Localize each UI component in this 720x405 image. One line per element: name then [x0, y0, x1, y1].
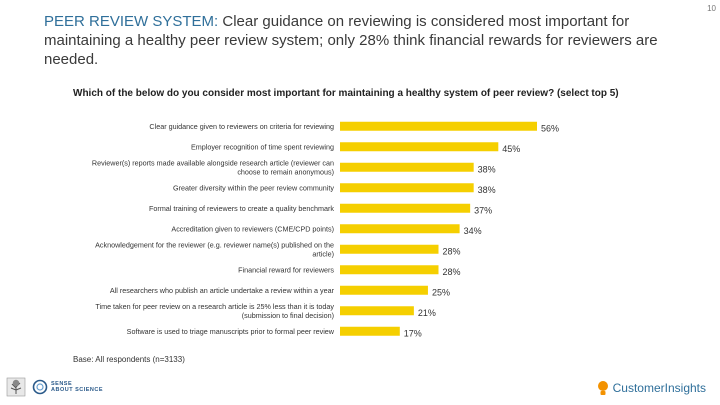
- category-label: Accreditation given to reviewers (CME/CP…: [171, 224, 334, 233]
- category-label: Employer recognition of time spent revie…: [191, 142, 334, 151]
- value-label: 28%: [443, 267, 461, 277]
- value-label: 28%: [443, 246, 461, 256]
- value-label: 17%: [404, 328, 422, 338]
- sense-circle-icon: [32, 379, 48, 395]
- category-label: Clear guidance given to reviewers on cri…: [149, 122, 334, 131]
- bar: [340, 244, 439, 254]
- category-label: Formal training of reviewers to create a…: [149, 204, 334, 213]
- sense-logo-line-1: SENSE: [51, 381, 73, 387]
- customer-insights-logo: CustomerInsights: [596, 380, 706, 396]
- category-label: Software is used to triage manuscripts p…: [127, 327, 335, 336]
- category-label: All researchers who publish an article u…: [110, 286, 335, 295]
- value-label: 56%: [541, 123, 559, 133]
- bar: [340, 265, 439, 275]
- elsevier-tree-icon: [6, 377, 26, 397]
- value-label: 21%: [418, 308, 436, 318]
- value-label: 45%: [502, 144, 520, 154]
- sense-logo-line-2: ABOUT SCIENCE: [51, 387, 104, 393]
- page-number: 10: [707, 4, 716, 13]
- bar: [340, 121, 537, 131]
- value-label: 38%: [478, 164, 496, 174]
- bar: [340, 162, 474, 172]
- category-label: Time taken for peer review on a research…: [95, 302, 334, 320]
- bar: [340, 326, 400, 336]
- headline-text: Clear guidance on reviewing is considere…: [44, 13, 658, 68]
- bar: [340, 306, 414, 316]
- headline-lead: PEER REVIEW SYSTEM:: [44, 13, 219, 30]
- category-label: Reviewer(s) reports made available along…: [92, 158, 334, 176]
- headline: PEER REVIEW SYSTEM: Clear guidance on re…: [44, 12, 684, 69]
- category-label: Acknowledgement for the reviewer (e.g. r…: [95, 240, 334, 258]
- publisher-logos: SENSE ABOUT SCIENCE: [6, 377, 103, 397]
- category-label: Greater diversity within the peer review…: [173, 183, 334, 192]
- customer-insights-icon: [597, 381, 608, 395]
- survey-question: Which of the below do you consider most …: [73, 88, 619, 99]
- value-label: 38%: [478, 185, 496, 195]
- base-note: Base: All respondents (n=3133): [73, 355, 185, 364]
- customer-insights-label: CustomerInsights: [612, 381, 706, 395]
- bar: [340, 203, 471, 213]
- bar: [340, 142, 499, 152]
- sense-about-science-logo: SENSE ABOUT SCIENCE: [32, 379, 103, 395]
- bar: [340, 183, 474, 193]
- value-label: 34%: [464, 226, 482, 236]
- bar: [340, 224, 460, 234]
- bar: [340, 285, 428, 295]
- category-label: Financial reward for reviewers: [238, 265, 334, 274]
- bar-chart: Clear guidance given to reviewers on cri…: [92, 121, 559, 338]
- value-label: 25%: [432, 287, 450, 297]
- value-label: 37%: [474, 205, 492, 215]
